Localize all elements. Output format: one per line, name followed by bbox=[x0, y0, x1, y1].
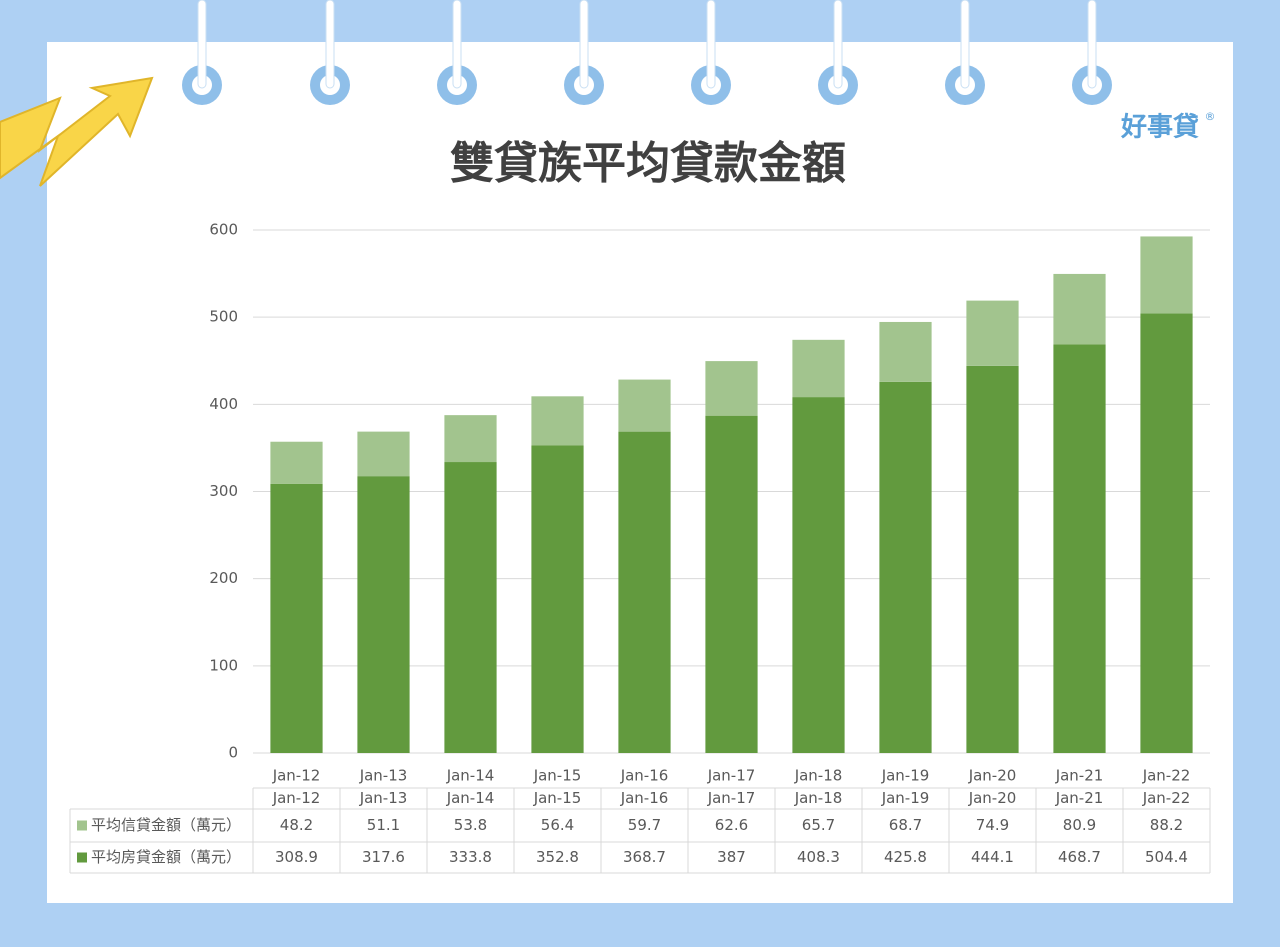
bar bbox=[618, 379, 671, 432]
bar bbox=[1053, 273, 1106, 345]
y-tick-label: 300 bbox=[209, 482, 238, 500]
table-value: 468.7 bbox=[1058, 848, 1101, 866]
bar bbox=[357, 431, 410, 477]
wire bbox=[833, 0, 843, 89]
table-header: Jan-13 bbox=[359, 789, 408, 807]
table-header: Jan-22 bbox=[1142, 789, 1191, 807]
table-value: 308.9 bbox=[275, 848, 318, 866]
table-value: 80.9 bbox=[1063, 816, 1096, 834]
table-header: Jan-19 bbox=[881, 789, 930, 807]
bar bbox=[705, 361, 758, 416]
table-value: 88.2 bbox=[1150, 816, 1183, 834]
bar bbox=[444, 415, 497, 463]
x-tick-label: Jan-18 bbox=[794, 767, 843, 785]
bar bbox=[792, 339, 845, 398]
arrow bbox=[0, 76, 154, 187]
x-tick-label: Jan-12 bbox=[272, 767, 321, 785]
table-value: 56.4 bbox=[541, 816, 574, 834]
table-value: 59.7 bbox=[628, 816, 661, 834]
y-tick-label: 0 bbox=[228, 744, 238, 762]
x-tick-label: Jan-19 bbox=[881, 767, 930, 785]
wire bbox=[325, 0, 335, 89]
table-value: 48.2 bbox=[280, 816, 313, 834]
table-header: Jan-17 bbox=[707, 789, 756, 807]
bar bbox=[705, 415, 758, 753]
x-tick-label: Jan-20 bbox=[968, 767, 1017, 785]
x-tick-label: Jan-16 bbox=[620, 767, 669, 785]
bar bbox=[966, 300, 1019, 366]
table-value: 65.7 bbox=[802, 816, 835, 834]
bar bbox=[531, 396, 584, 446]
table-header: Jan-15 bbox=[533, 789, 582, 807]
bar bbox=[618, 431, 671, 753]
table-value: 444.1 bbox=[971, 848, 1014, 866]
table-header: Jan-21 bbox=[1055, 789, 1104, 807]
legend-swatch bbox=[77, 852, 87, 863]
legend-label: 平均房貸金額（萬元） bbox=[91, 848, 241, 866]
y-tick-label: 500 bbox=[209, 308, 238, 326]
legend-swatch bbox=[77, 820, 87, 831]
table-value: 317.6 bbox=[362, 848, 405, 866]
bar bbox=[792, 397, 845, 753]
table-header: Jan-16 bbox=[620, 789, 669, 807]
wire bbox=[452, 0, 462, 89]
bar bbox=[879, 381, 932, 753]
rings bbox=[182, 0, 1112, 105]
wire bbox=[960, 0, 970, 89]
bar bbox=[879, 321, 932, 382]
bar bbox=[1053, 344, 1106, 753]
wire bbox=[579, 0, 589, 89]
wire bbox=[197, 0, 207, 89]
bar bbox=[966, 365, 1019, 753]
table-value: 62.6 bbox=[715, 816, 748, 834]
table-value: 53.8 bbox=[454, 816, 487, 834]
table-value: 387 bbox=[717, 848, 746, 866]
bar bbox=[531, 445, 584, 753]
table-value: 74.9 bbox=[976, 816, 1009, 834]
x-tick-label: Jan-21 bbox=[1055, 767, 1104, 785]
bar bbox=[270, 483, 323, 753]
table-value: 504.4 bbox=[1145, 848, 1188, 866]
table-value: 352.8 bbox=[536, 848, 579, 866]
table-value: 68.7 bbox=[889, 816, 922, 834]
wire bbox=[706, 0, 716, 89]
table-header: Jan-18 bbox=[794, 789, 843, 807]
bar bbox=[1140, 313, 1193, 753]
table-value: 425.8 bbox=[884, 848, 927, 866]
table-value: 333.8 bbox=[449, 848, 492, 866]
y-tick-label: 400 bbox=[209, 395, 238, 413]
table-header: Jan-14 bbox=[446, 789, 495, 807]
table-value: 408.3 bbox=[797, 848, 840, 866]
x-tick-label: Jan-14 bbox=[446, 767, 495, 785]
bar bbox=[270, 441, 323, 484]
x-tick-label: Jan-17 bbox=[707, 767, 756, 785]
logo-mark: ® bbox=[1205, 110, 1216, 123]
table-header: Jan-20 bbox=[968, 789, 1017, 807]
x-tick-label: Jan-22 bbox=[1142, 767, 1191, 785]
wire bbox=[1087, 0, 1097, 89]
bar bbox=[357, 476, 410, 753]
table-value: 368.7 bbox=[623, 848, 666, 866]
x-tick-label: Jan-13 bbox=[359, 767, 408, 785]
table-header: Jan-12 bbox=[272, 789, 321, 807]
logo: 好事貸 bbox=[1120, 112, 1199, 143]
bar bbox=[444, 462, 497, 753]
table-value: 51.1 bbox=[367, 816, 400, 834]
y-tick-label: 100 bbox=[209, 656, 238, 674]
chart-title: 雙貸族平均貸款金額 bbox=[450, 138, 846, 189]
y-tick-label: 600 bbox=[209, 221, 238, 239]
y-tick-label: 200 bbox=[209, 569, 238, 587]
legend-label: 平均信貸金額（萬元） bbox=[91, 816, 241, 834]
bar bbox=[1140, 236, 1193, 314]
x-tick-label: Jan-15 bbox=[533, 767, 582, 785]
